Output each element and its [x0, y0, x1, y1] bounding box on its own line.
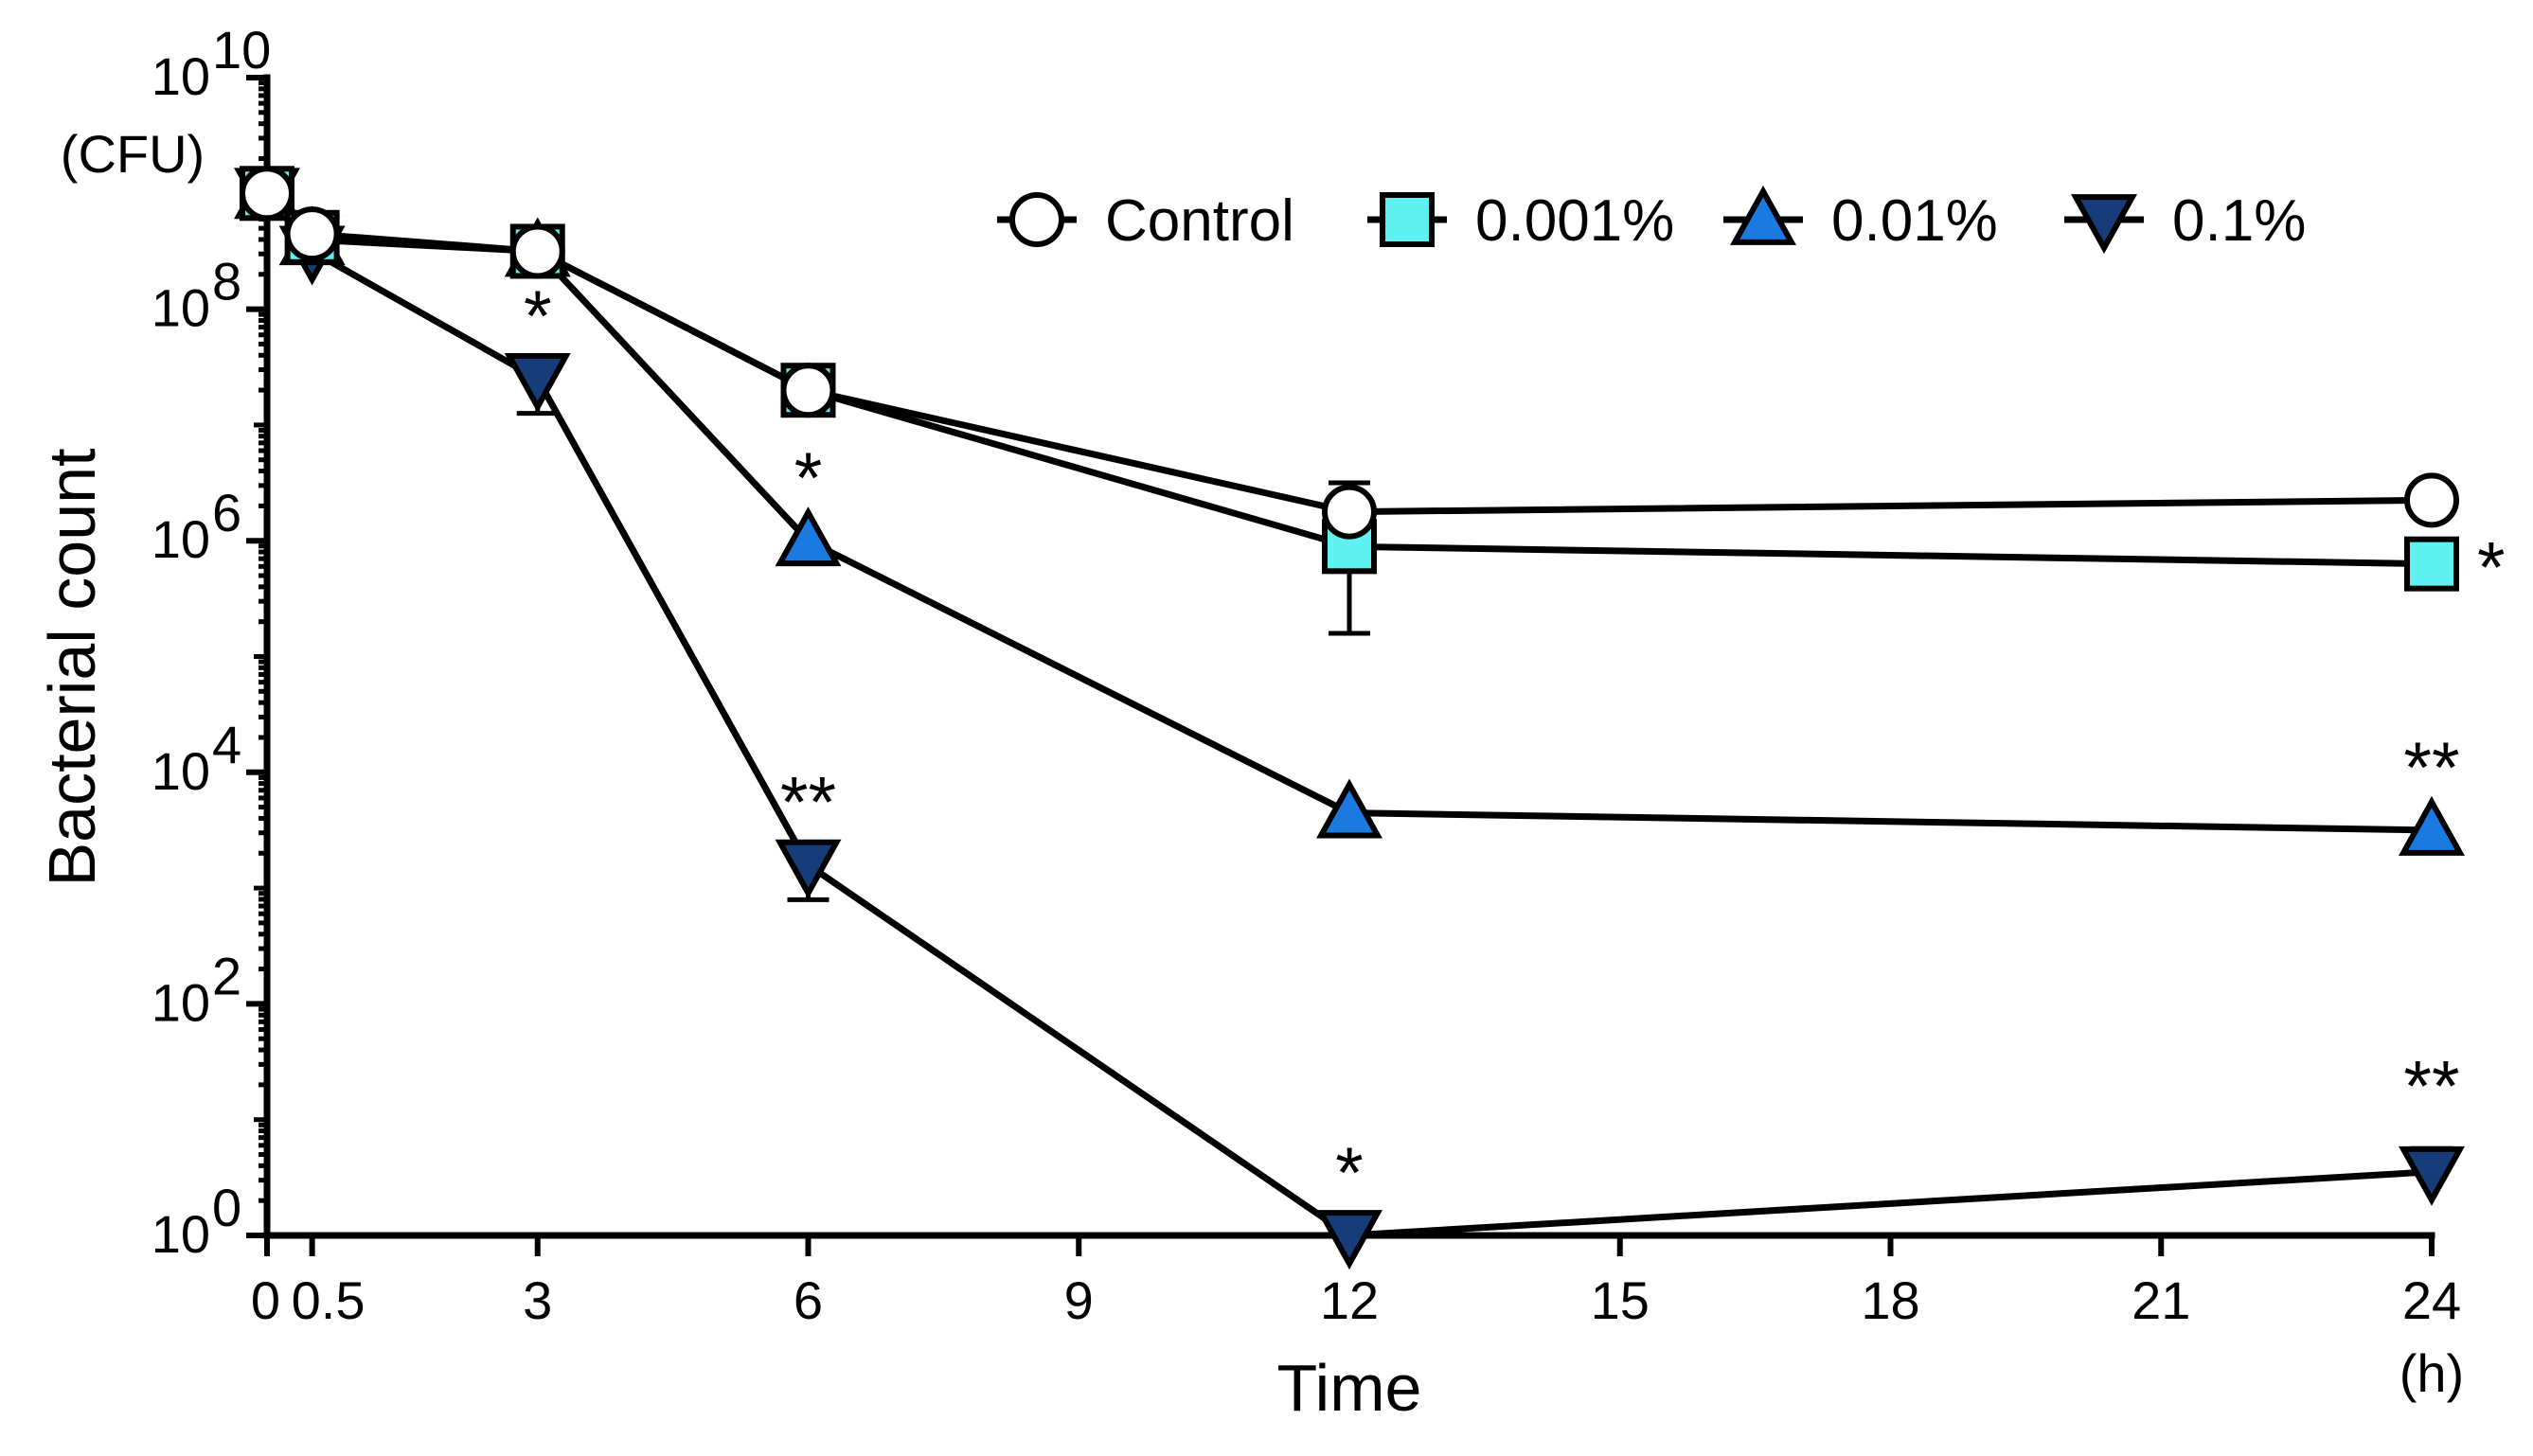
data-point-triangle-down	[2399, 1145, 2465, 1206]
legend-label: Control	[1105, 188, 1294, 254]
data-point-triangle-down	[775, 839, 842, 899]
y-tick-exponent: 6	[212, 483, 241, 542]
data-point-triangle-up	[2399, 795, 2465, 856]
series-line-triangle-down	[264, 191, 2433, 1239]
legend-label: 0.001%	[1475, 188, 1674, 254]
data-point-circle	[284, 206, 340, 262]
data-point-circle	[240, 166, 294, 222]
x-tick-label: 0.5	[292, 1270, 366, 1330]
x-tick-label: 9	[1064, 1270, 1094, 1330]
x-tick-label: 12	[1320, 1270, 1379, 1330]
axes	[263, 74, 2435, 1239]
significance-marker: *	[2477, 528, 2506, 609]
data-point-circle	[780, 363, 836, 418]
data-point-square	[2404, 536, 2459, 592]
legend-label: 0.1%	[2172, 188, 2306, 254]
legend-marker-triangle-up	[1730, 185, 1796, 245]
y-axis-unit: (CFU)	[61, 124, 205, 184]
y-axis-title: Bacterial count	[35, 448, 109, 886]
significance-marker: **	[2403, 1046, 2459, 1127]
x-tick-label: 6	[794, 1270, 823, 1330]
x-tick-label: 0	[251, 1270, 280, 1330]
data-point-circle	[1322, 484, 1377, 540]
x-tick-label: 3	[523, 1270, 552, 1330]
data-point-circle	[509, 223, 565, 279]
data-point-triangle-up	[1316, 778, 1382, 839]
data-point-triangle-down	[1316, 1210, 1382, 1270]
x-axis-title: Time	[1277, 1351, 1422, 1425]
x-tick-label: 15	[1591, 1270, 1650, 1330]
significance-marker: *	[794, 438, 823, 519]
y-tick-label: 10	[152, 509, 210, 569]
y-tick-label: 10	[152, 1204, 210, 1264]
legend-marker-triangle-down	[2071, 194, 2137, 255]
data-point-triangle-up	[775, 506, 842, 567]
x-tick-label: 18	[1861, 1270, 1919, 1330]
significance-marker: **	[780, 763, 836, 843]
data-point-circle	[2404, 472, 2459, 528]
series-layer: **********	[234, 159, 2506, 1270]
y-tick-exponent: 2	[212, 946, 241, 1005]
legend-label: 0.01%	[1831, 188, 1998, 254]
legend: Control 0.001% 0.01% 0.1%	[997, 185, 2306, 255]
y-tick-label: 10	[152, 741, 210, 801]
y-tick-exponent: 0	[212, 1178, 241, 1237]
x-tick-label: 21	[2132, 1270, 2190, 1330]
significance-marker: *	[1335, 1133, 1364, 1214]
legend-marker-circle	[1009, 192, 1064, 247]
x-axis-unit: (h)	[2399, 1343, 2464, 1403]
x-tick-label: 24	[2402, 1270, 2461, 1330]
legend-marker-square	[1380, 192, 1435, 247]
y-tick-label: 10	[152, 972, 210, 1032]
y-tick-exponent: 8	[212, 252, 241, 311]
y-tick-label: 10	[152, 278, 210, 338]
significance-marker: **	[2403, 728, 2459, 808]
significance-marker: *	[524, 276, 552, 357]
y-tick-exponent: 10	[212, 20, 271, 80]
y-tick-exponent: 4	[212, 715, 241, 774]
y-tick-label: 10	[152, 46, 210, 106]
data-point-triangle-down	[504, 353, 571, 414]
